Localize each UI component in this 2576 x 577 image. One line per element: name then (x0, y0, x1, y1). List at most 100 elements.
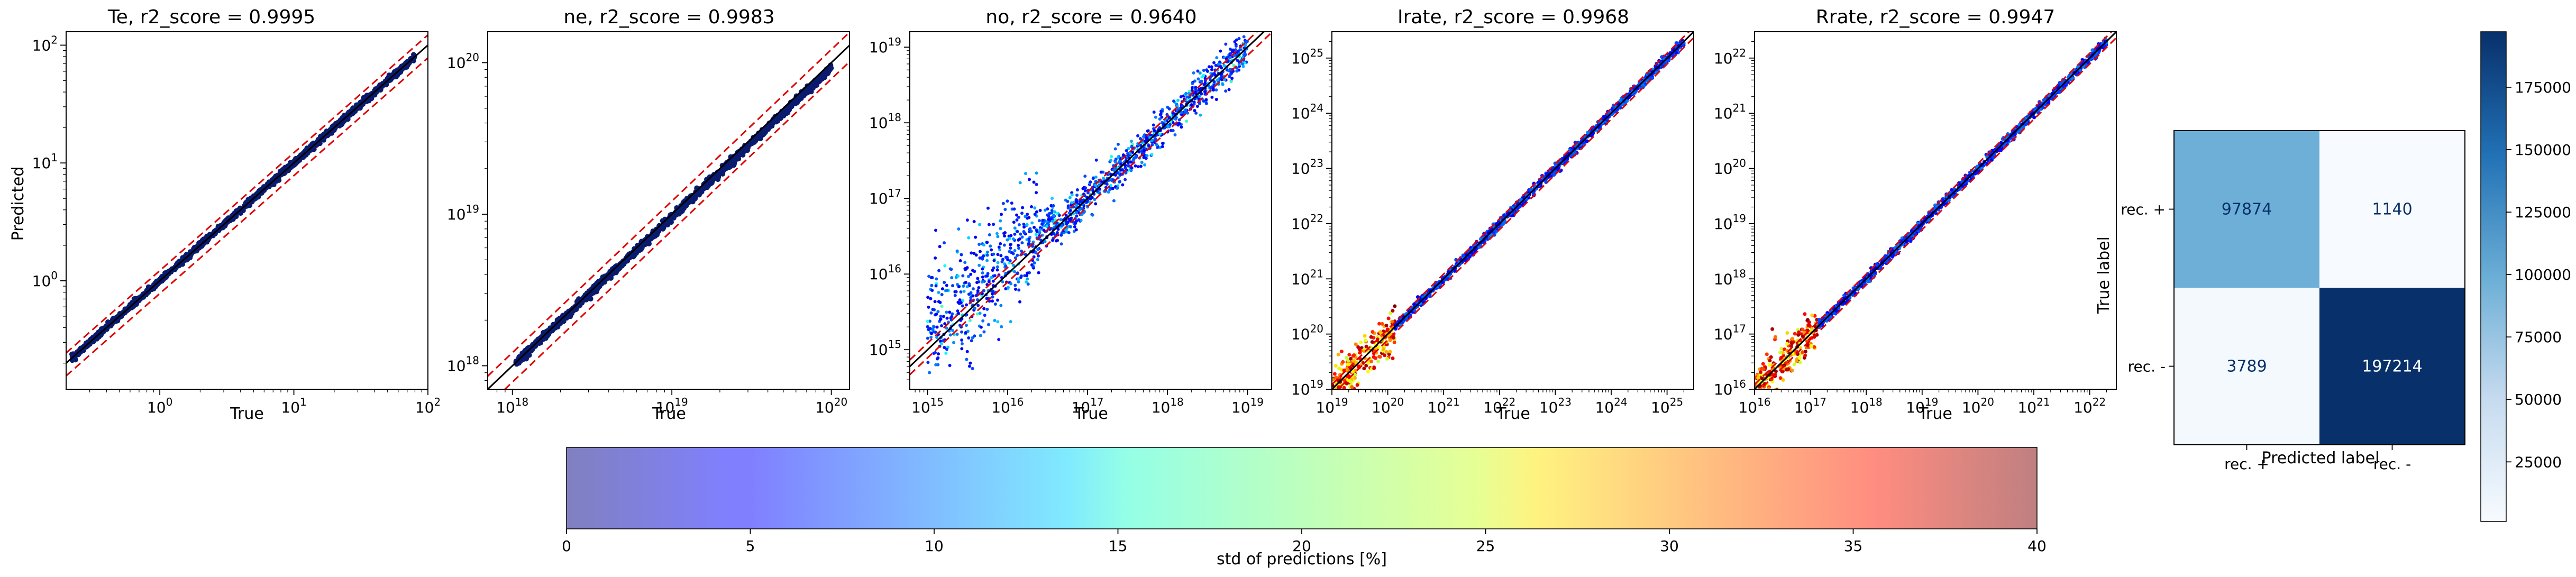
scatter-point (971, 294, 975, 298)
scatter-point (1068, 209, 1072, 213)
scatter-point (934, 284, 938, 288)
scatter-point (969, 296, 973, 299)
y-tick-exponent: 1 (51, 151, 58, 164)
scatter-point (969, 272, 973, 276)
scatter-point (1113, 147, 1117, 151)
x-tick-label: 1018 (1152, 396, 1184, 416)
scatter-point (974, 235, 978, 239)
scatter-point (958, 298, 962, 302)
scatter-point (715, 174, 720, 180)
scatter-point (991, 299, 994, 303)
scatter-point (1146, 129, 1149, 133)
scatter-point (1119, 168, 1123, 172)
scatter-point (1031, 240, 1035, 244)
scatter-point (945, 288, 949, 292)
scatter-point (968, 319, 972, 323)
scatter-point (1014, 287, 1018, 291)
scatter-point (1204, 102, 1208, 105)
scatter-point (929, 311, 933, 315)
scatter-point (1235, 69, 1239, 73)
scatter-point (996, 253, 1000, 257)
scatter-point (1078, 200, 1082, 204)
y-tick-label: 1019 (869, 35, 901, 56)
scatter-point (1050, 208, 1054, 212)
scatter-point (1210, 65, 1213, 69)
band-line-te-0 (66, 57, 428, 377)
scatter-point (1159, 109, 1163, 113)
scatter-point (970, 339, 973, 343)
scatter-point (965, 218, 969, 222)
scatter-point (983, 314, 986, 317)
scatter-point (1354, 342, 1358, 346)
scatter-point (1038, 228, 1042, 232)
scatter-point (1150, 152, 1154, 156)
scatter-point (1161, 145, 1164, 149)
scatter-point (978, 250, 982, 253)
scatter-point (974, 253, 978, 257)
scatter-point (1013, 226, 1017, 230)
scatter-point (1034, 233, 1038, 236)
scatter-point (1215, 56, 1219, 60)
panel-title-te: Te, r2_score = 0.9995 (107, 6, 315, 28)
scatter-point (933, 300, 937, 304)
scatter-point (1051, 196, 1054, 200)
scatter-point (951, 312, 954, 316)
y-tick-exponent: 15 (888, 338, 901, 351)
panel-irate: 1019 1020 1021 1022 1023 1024 1025101910201021… (1291, 6, 1694, 423)
scatter-point (159, 277, 165, 283)
scatter-point (805, 90, 810, 96)
scatter-point (1152, 110, 1156, 114)
scatter-point (1245, 25, 1248, 29)
scatter-point (948, 310, 952, 314)
scatter-point (928, 319, 931, 323)
scatter-point (929, 276, 933, 279)
scatter-point (1338, 390, 1342, 393)
scatter-point (995, 268, 999, 272)
scatter-point (1173, 133, 1177, 136)
scatter-point (940, 287, 944, 291)
scatter-point (1230, 71, 1234, 75)
scatter-point (937, 352, 940, 356)
scatter-point (1001, 258, 1004, 261)
scatter-point (1119, 162, 1123, 166)
scatter-point (935, 335, 939, 339)
scatter-point (1130, 144, 1134, 148)
scatter-point (1068, 196, 1072, 199)
scatter-point (1193, 108, 1196, 112)
scatter-point (965, 285, 969, 289)
scatter-point (1008, 259, 1012, 263)
scatter-point (1033, 225, 1036, 229)
y-tick-exponent: 19 (466, 203, 479, 215)
scatter-point (1234, 44, 1238, 48)
scatter-point (1140, 160, 1144, 164)
scatter-point (951, 284, 955, 288)
scatter-point (1333, 364, 1338, 368)
scatter-point (1237, 37, 1241, 41)
scatter-point (1109, 159, 1113, 162)
x-tick-exponent: 1 (300, 396, 307, 408)
scatter-point (1059, 218, 1063, 222)
scatter-point (1369, 360, 1373, 364)
scatter-point (987, 280, 991, 283)
scatter-point (1139, 144, 1143, 148)
scatter-point (943, 280, 946, 284)
scatter-point (1045, 224, 1049, 228)
scatter-point (960, 342, 964, 345)
scatter-point (1083, 175, 1087, 178)
scatter-point (978, 242, 981, 246)
axes-frame-ne (487, 31, 850, 390)
scatter-point (955, 249, 959, 253)
scatter-point (1059, 242, 1063, 246)
scatter-point (1177, 118, 1181, 122)
scatter-point (1111, 187, 1115, 190)
scatter-point (1035, 210, 1038, 214)
scatter-point (1175, 103, 1179, 106)
scatter-point (974, 294, 978, 297)
scatter-point (1024, 172, 1028, 176)
scatter-point (1185, 120, 1189, 123)
scatter-point (985, 259, 989, 262)
x-tick-exponent: 19 (674, 396, 688, 408)
scatter-point (935, 325, 939, 329)
scatter-point (1214, 98, 1218, 102)
